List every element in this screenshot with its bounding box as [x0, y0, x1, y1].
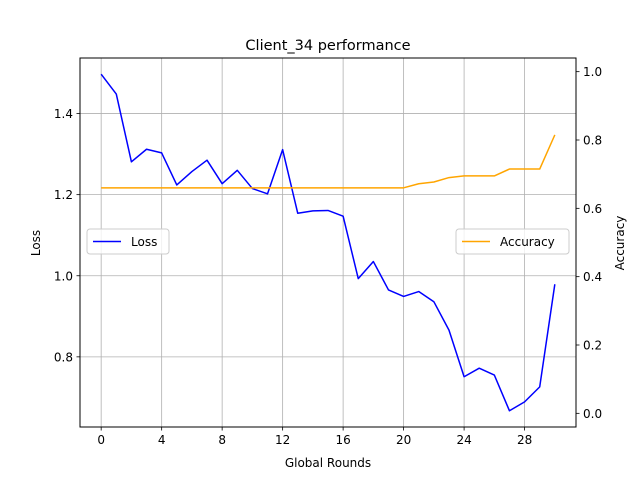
legends: Loss Accuracy	[86, 228, 570, 255]
y-right-tick-label: 0.2	[583, 339, 602, 353]
y-right-tick-label: 0.0	[583, 407, 602, 421]
x-axis-label: Global Rounds	[285, 456, 371, 470]
y-right-tick-label: 0.4	[583, 270, 602, 284]
x-tick-label: 8	[218, 433, 226, 447]
chart-title: Client_34 performance	[245, 38, 410, 54]
y-right-tick-label: 0.8	[583, 134, 602, 148]
legend-label: Accuracy	[500, 235, 555, 249]
x-tick-label: 12	[275, 433, 290, 447]
x-axis: 0 4 8 12 16 20 24 28	[97, 427, 532, 447]
y-left-tick-label: 1.2	[54, 188, 73, 202]
x-tick-label: 4	[158, 433, 166, 447]
series-layer	[100, 73, 556, 412]
plot-frame	[79, 57, 577, 428]
y-axis-left: 0.8 1.0 1.2 1.4	[54, 107, 80, 364]
y-right-tick-label: 0.6	[583, 202, 602, 216]
y-left-tick-label: 1.4	[54, 107, 73, 121]
x-tick-label: 16	[335, 433, 350, 447]
x-tick-label: 20	[396, 433, 411, 447]
legend-loss: Loss	[86, 228, 170, 255]
x-tick-label: 24	[456, 433, 471, 447]
legend-box	[455, 228, 570, 255]
y-axis-left-label: Loss	[29, 230, 43, 256]
y-right-tick-label: 1.0	[583, 65, 602, 79]
y-axis-right-label: Accuracy	[613, 216, 627, 271]
series-line-loss	[100, 73, 556, 412]
y-left-tick-label: 0.8	[54, 350, 73, 364]
legend-accuracy: Accuracy	[455, 228, 570, 255]
series-line-accuracy	[101, 134, 556, 189]
x-tick-label: 0	[97, 433, 105, 447]
y-axis-right: 0.0 0.2 0.4 0.6 0.8 1.0	[576, 65, 602, 421]
x-tick-label: 28	[517, 433, 532, 447]
legend-label: Loss	[131, 235, 157, 249]
legend-box	[86, 228, 170, 255]
y-left-tick-label: 1.0	[54, 269, 73, 283]
